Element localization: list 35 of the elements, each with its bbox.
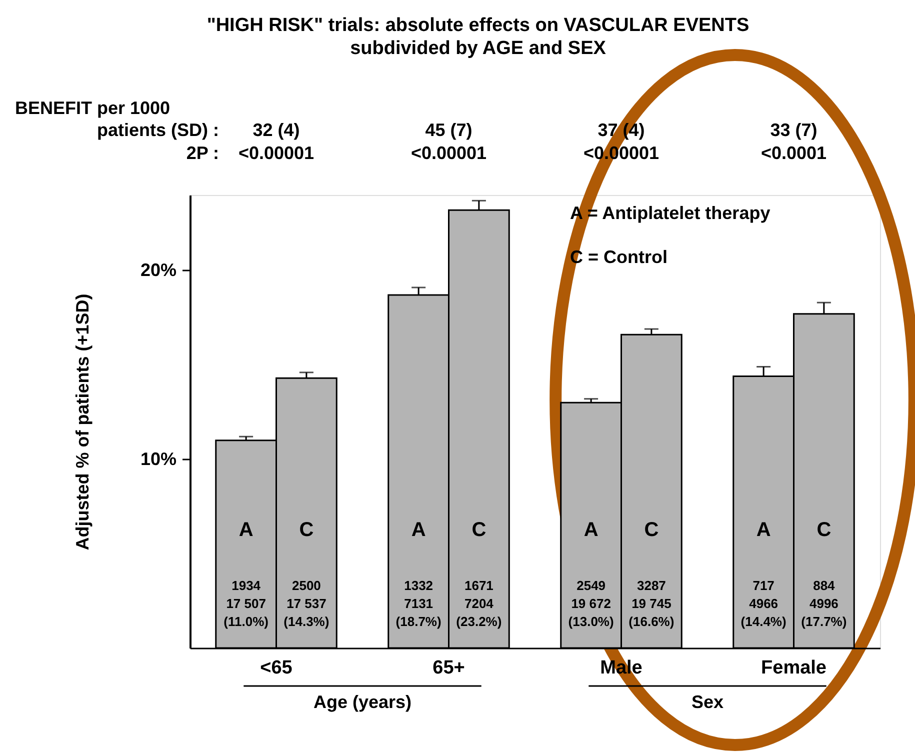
text: A [584,519,598,541]
x-tick-label: Female [761,658,826,678]
text: C [644,519,659,541]
text: BENEFIT per 1000 [15,98,170,118]
text: <0.00001 [238,143,314,163]
text: Sex [691,692,724,712]
text: 2P : [186,143,219,163]
text: 32 (4) [252,120,300,140]
data-label: 3287 19 745 (16.6%) [628,578,674,629]
text: 33 (7) [770,120,818,140]
series-label: A [411,519,426,541]
text: <0.00001 [410,143,487,163]
text: patients (SD) : [96,120,219,140]
text: C [816,519,832,541]
chart-title: "HIGH RISK" trials: absolute effects on VASCULAR EVENTS [206,15,750,36]
y-tick-label: 10% [140,448,176,469]
text: <0.0001 [760,143,827,163]
x-tick-label: <65 [260,658,293,678]
data-label: 2500 17 537 (14.3%) [284,578,330,629]
data-label: 1671 7204 (23.2%) [456,578,502,629]
x-tick-label: 65+ [432,658,465,678]
data-label: 1332 7131 (18.7%) [396,578,442,629]
data-label: 717 4966 (14.4%) [740,578,786,629]
text: A [756,519,771,541]
text: 45 (7) [425,120,472,140]
data-label: 884 4996 (17.7%) [801,578,847,629]
series-label: C [299,519,314,541]
text: C [472,519,486,541]
y-axis-title: Adjusted % of patients (+1SD) [72,294,92,550]
chart-subtitle: subdivided by AGE and SEX [350,38,606,59]
data-label: 1934 17 507 (11.0%) [224,578,268,629]
y-tick-label: 20% [140,260,176,280]
text: A [238,519,254,541]
text: Age (years) [313,692,412,712]
data-label: 2549 19 672 (13.0%) [568,578,614,629]
